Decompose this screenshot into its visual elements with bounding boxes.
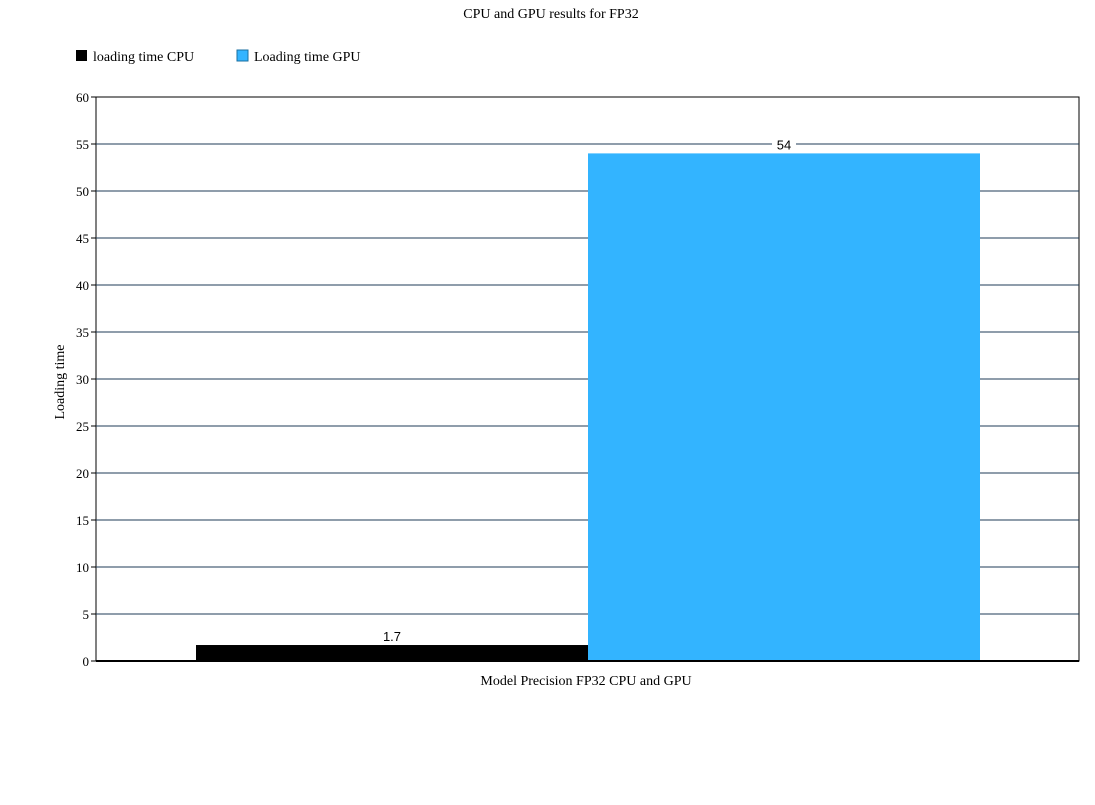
data-label-cpu: 1.7 [383,629,401,644]
legend-swatch-cpu [76,50,87,61]
legend: loading time CPU Loading time GPU [76,49,361,65]
y-tick-label: 30 [76,372,89,387]
y-tick-label: 10 [76,560,89,575]
legend-label-cpu: loading time CPU [93,50,194,65]
y-axis-ticks: 0 5 10 15 20 25 30 35 40 45 50 55 60 [76,90,96,669]
data-labels: 1.7 54 [376,136,796,645]
y-tick-label: 0 [83,654,90,669]
legend-label-gpu: Loading time GPU [254,50,361,65]
bars [196,153,980,661]
bar-cpu [196,645,588,661]
x-axis-label: Model Precision FP32 CPU and GPU [480,674,691,689]
y-tick-label: 25 [76,419,89,434]
y-tick-label: 20 [76,466,89,481]
y-tick-label: 40 [76,278,89,293]
data-label-gpu: 54 [777,137,791,152]
y-tick-label: 35 [76,325,89,340]
data-label-background [772,136,796,153]
data-label-background [376,628,408,645]
y-tick-label: 50 [76,184,89,199]
y-tick-label: 5 [83,607,90,622]
y-axis-label: Loading time [53,344,68,419]
y-tick-label: 15 [76,513,89,528]
y-tick-label: 55 [76,137,89,152]
legend-swatch-gpu [236,49,249,62]
y-tick-label: 60 [76,90,89,105]
bar-gpu [588,153,980,661]
y-tick-label: 45 [76,231,89,246]
chart-title: CPU and GPU results for FP32 [463,7,638,22]
